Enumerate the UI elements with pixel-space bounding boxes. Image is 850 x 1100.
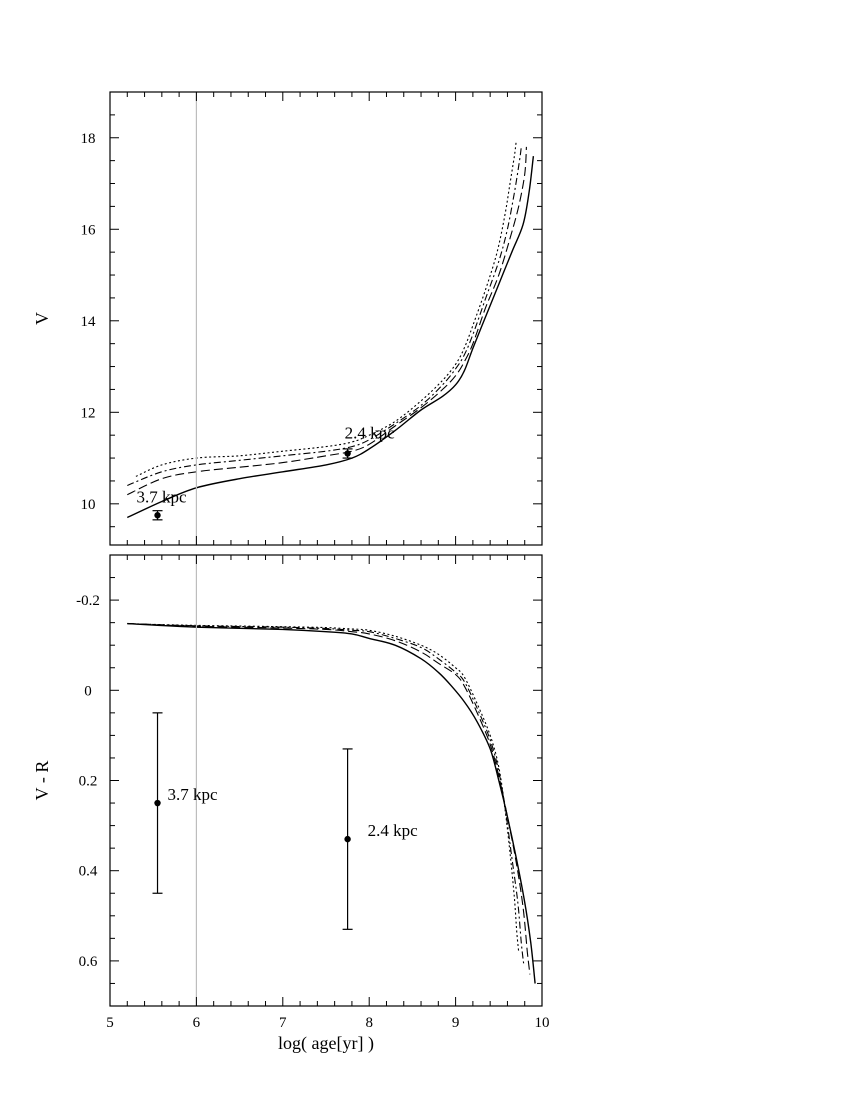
series-line-dashed	[127, 146, 527, 496]
y-tick-label: 16	[81, 222, 97, 238]
y-tick-label: 0.6	[79, 954, 98, 970]
y-tick-label: 14	[81, 314, 97, 330]
series-line-solid	[127, 622, 536, 984]
data-point-label: 3.7 kpc	[168, 785, 219, 804]
top-y-axis-label: V	[32, 312, 52, 325]
top-frame	[109, 91, 543, 546]
y-tick-label: 0.2	[79, 774, 98, 790]
bottom-frame	[109, 554, 543, 1007]
y-tick-label: 0.4	[79, 864, 98, 880]
top-points: 3.7 kpc 2.4 kpc	[137, 423, 396, 521]
data-point-label: 3.7 kpc	[137, 487, 188, 506]
x-tick-label: 10	[535, 1015, 550, 1031]
x-tick-label: 6	[193, 1015, 201, 1031]
bottom-points: 3.7 kpc 2.4 kpc	[152, 712, 419, 930]
bottom-y-axis-label: V - R	[32, 761, 52, 801]
data-point	[344, 835, 351, 843]
x-axis-label: log( age[yr] )	[278, 1033, 374, 1054]
top-curves	[127, 142, 535, 519]
x-tick-label: 7	[279, 1015, 287, 1031]
y-tick-label: 10	[81, 497, 96, 513]
series-line-dashdot	[127, 623, 525, 966]
x-tick-label: 5	[106, 1015, 114, 1031]
series-line-dashed	[127, 623, 531, 975]
data-point	[154, 512, 161, 519]
y-tick-label: 12	[81, 405, 96, 421]
y-tick-label: 0	[84, 683, 92, 699]
data-point-label: 2.4 kpc	[368, 821, 419, 840]
top-ticks: 10 12 14 16 18	[81, 91, 543, 545]
series-line-dotted	[135, 142, 517, 477]
series-line-solid	[127, 156, 535, 519]
y-tick-label: 18	[81, 131, 96, 147]
data-point-label: 2.4 kpc	[345, 423, 396, 442]
x-tick-label: 9	[452, 1015, 460, 1031]
panel-top: 10 12 14 16 18 3.7 kpc 2.4 kpc V	[32, 91, 543, 546]
x-tick-label: 8	[365, 1015, 373, 1031]
series-line-dotted	[135, 623, 520, 952]
bottom-ticks: -0.2 0 0.2 0.4 0.6 5 6 7 8 9 10	[76, 554, 550, 1031]
series-line-dashdot	[127, 146, 522, 487]
data-point	[154, 799, 161, 807]
y-tick-label: -0.2	[76, 593, 100, 609]
data-point	[344, 450, 351, 457]
panel-bottom: -0.2 0 0.2 0.4 0.6 5 6 7 8 9 10 3.7 kpc 2.4 kpc V -…	[32, 554, 550, 1054]
bottom-curves	[127, 622, 536, 984]
